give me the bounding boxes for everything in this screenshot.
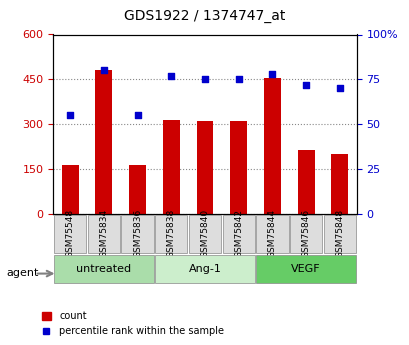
FancyBboxPatch shape (289, 215, 321, 253)
Text: GSM75848: GSM75848 (335, 209, 344, 258)
Text: GSM75844: GSM75844 (267, 209, 276, 258)
Bar (330, 154, 347, 214)
FancyBboxPatch shape (54, 215, 86, 253)
Text: GSM75842: GSM75842 (234, 209, 243, 258)
FancyBboxPatch shape (88, 215, 120, 253)
Bar (162, 120, 179, 214)
Text: Ang-1: Ang-1 (188, 264, 221, 274)
Bar (230, 121, 247, 214)
Text: GSM75838: GSM75838 (166, 209, 175, 258)
Text: GSM75834: GSM75834 (99, 209, 108, 258)
Point (67, 112, 73, 118)
Text: untreated: untreated (76, 264, 131, 274)
Bar (62, 165, 79, 214)
Text: GSM75846: GSM75846 (301, 209, 310, 258)
FancyBboxPatch shape (222, 215, 254, 253)
Bar (263, 78, 280, 214)
FancyBboxPatch shape (256, 255, 355, 283)
Text: VEGF: VEGF (291, 264, 320, 274)
Point (336, 86, 342, 91)
Bar (95, 70, 112, 214)
FancyBboxPatch shape (121, 215, 153, 253)
Bar (129, 165, 146, 214)
FancyBboxPatch shape (189, 215, 220, 253)
FancyBboxPatch shape (54, 255, 153, 283)
Point (168, 73, 174, 79)
Text: GSM75548: GSM75548 (65, 209, 74, 258)
Text: GSM75840: GSM75840 (200, 209, 209, 258)
Point (100, 68, 107, 73)
Text: GSM75836: GSM75836 (133, 209, 142, 258)
Point (134, 112, 141, 118)
FancyBboxPatch shape (323, 215, 355, 253)
Bar (196, 121, 213, 214)
FancyBboxPatch shape (256, 215, 288, 253)
FancyBboxPatch shape (155, 215, 187, 253)
Point (268, 71, 275, 77)
Text: agent: agent (6, 268, 38, 278)
Bar (297, 150, 314, 214)
Point (235, 77, 241, 82)
Point (302, 82, 309, 88)
Text: GDS1922 / 1374747_at: GDS1922 / 1374747_at (124, 9, 285, 23)
Legend: count, percentile rank within the sample: count, percentile rank within the sample (38, 307, 227, 340)
Point (201, 77, 208, 82)
FancyBboxPatch shape (155, 255, 254, 283)
